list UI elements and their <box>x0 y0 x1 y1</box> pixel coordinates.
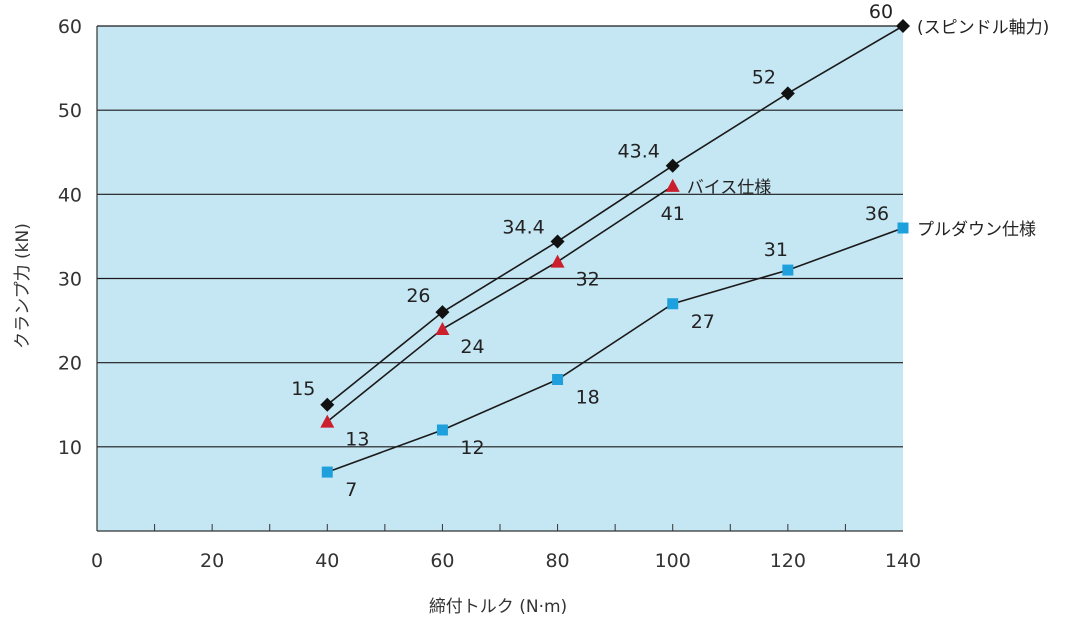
data-label: 32 <box>576 269 600 291</box>
data-point-triangle <box>665 178 680 192</box>
x-tick-label: 0 <box>91 550 103 572</box>
data-label: 13 <box>345 429 369 451</box>
series-line <box>326 25 904 406</box>
series-line <box>327 227 904 473</box>
y-tick-label: 10 <box>58 437 82 459</box>
x-tick-label: 80 <box>545 550 569 572</box>
data-point-diamond <box>435 305 450 320</box>
data-point-triangle <box>435 322 450 335</box>
data-point-triangle <box>320 414 335 428</box>
data-label: 52 <box>752 66 776 88</box>
data-label: 24 <box>460 336 484 358</box>
data-point-square <box>552 374 564 385</box>
data-point-square <box>436 424 448 436</box>
data-label: 36 <box>865 203 889 225</box>
data-point-diamond <box>550 234 565 249</box>
data-label: 34.4 <box>502 216 544 238</box>
y-axis-title: クランプ力 (kN) <box>13 223 33 349</box>
x-tick-label: 120 <box>770 550 806 572</box>
data-point-diamond <box>780 86 795 101</box>
data-label: 15 <box>291 378 315 400</box>
data-point-square <box>782 264 794 276</box>
y-tick-label: 20 <box>58 353 82 375</box>
data-label: 31 <box>764 239 788 261</box>
x-tick-label: 40 <box>315 550 339 572</box>
data-label: 26 <box>406 285 430 307</box>
data-point-diamond <box>320 397 335 412</box>
data-label: 12 <box>460 437 484 459</box>
data-label: 27 <box>691 311 715 333</box>
x-tick-label: 100 <box>655 550 691 572</box>
y-tick-label: 60 <box>58 16 82 38</box>
data-label: 18 <box>576 387 600 409</box>
x-tick-label: 20 <box>200 550 224 572</box>
data-point-diamond <box>896 19 910 33</box>
data-point-square <box>321 466 333 478</box>
data-point-square <box>897 222 909 234</box>
series-name-label: (スピンドル軸力) <box>917 18 1049 38</box>
data-point-diamond <box>665 158 680 173</box>
data-point-triangle <box>550 254 565 268</box>
data-label: 41 <box>661 203 685 225</box>
data-point-square <box>667 298 679 310</box>
y-tick-label: 30 <box>58 269 82 291</box>
data-label: 60 <box>869 1 893 23</box>
x-tick-label: 60 <box>430 550 454 572</box>
series-name-label: バイス仕様 <box>687 178 772 198</box>
data-label: 7 <box>345 479 357 501</box>
y-tick-label: 40 <box>58 184 82 206</box>
y-tick-label: 50 <box>58 100 82 122</box>
series-name-label: プルダウン仕様 <box>917 220 1036 240</box>
series-line <box>326 185 674 423</box>
data-label: 43.4 <box>618 141 660 163</box>
x-tick-label: 140 <box>885 550 921 572</box>
x-axis-title: 締付トルク (N·m) <box>429 597 567 617</box>
